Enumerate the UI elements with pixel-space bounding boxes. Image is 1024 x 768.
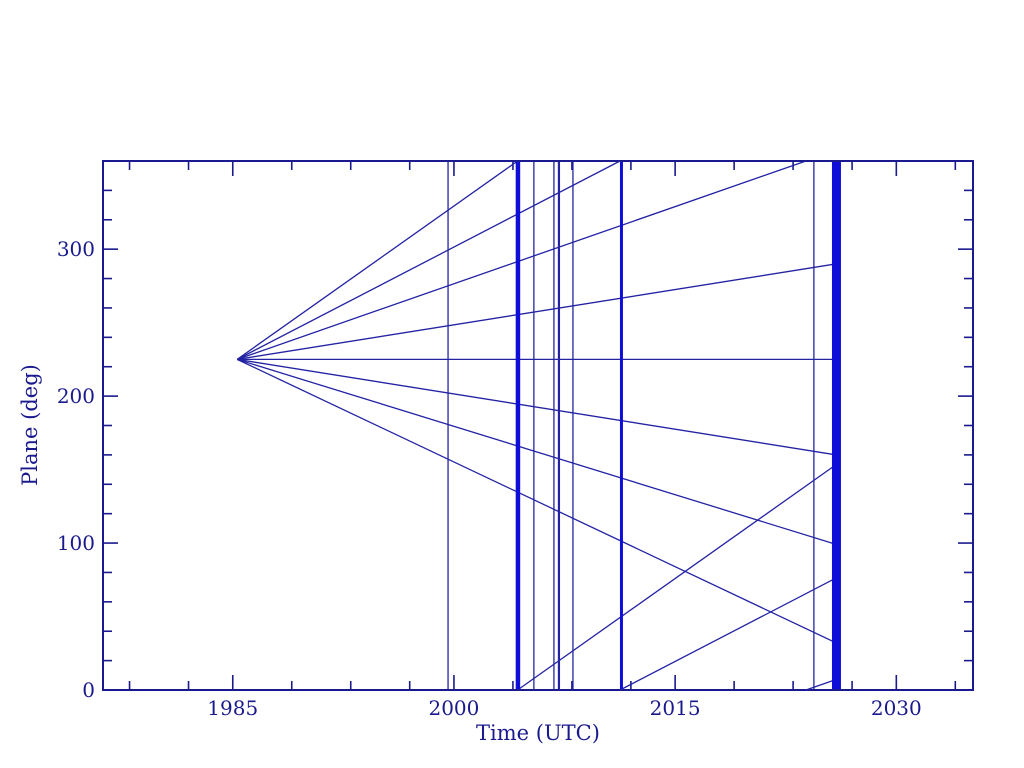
fan-line	[236, 358, 837, 644]
y-axis-label: Plane (deg)	[18, 364, 42, 486]
y-tick-label: 0	[82, 678, 95, 702]
fan-line	[236, 160, 518, 360]
fan-line	[805, 678, 837, 691]
fan-line	[517, 463, 837, 691]
fan-line	[236, 358, 837, 546]
y-tick-label: 100	[57, 531, 95, 555]
x-tick-label: 2015	[650, 696, 701, 720]
x-axis-label: Time (UTC)	[476, 721, 600, 745]
x-tick-label: 2030	[871, 696, 922, 720]
fan-line	[237, 358, 837, 456]
y-tick-label: 300	[57, 237, 95, 261]
plot-box	[102, 160, 974, 691]
fan-line	[237, 263, 837, 361]
y-tick-label: 200	[57, 384, 95, 408]
fan-line	[236, 160, 807, 360]
x-tick-label: 1985	[207, 696, 258, 720]
fan-line	[236, 160, 621, 360]
fan-line	[619, 577, 837, 691]
x-tick-label: 2000	[428, 696, 479, 720]
